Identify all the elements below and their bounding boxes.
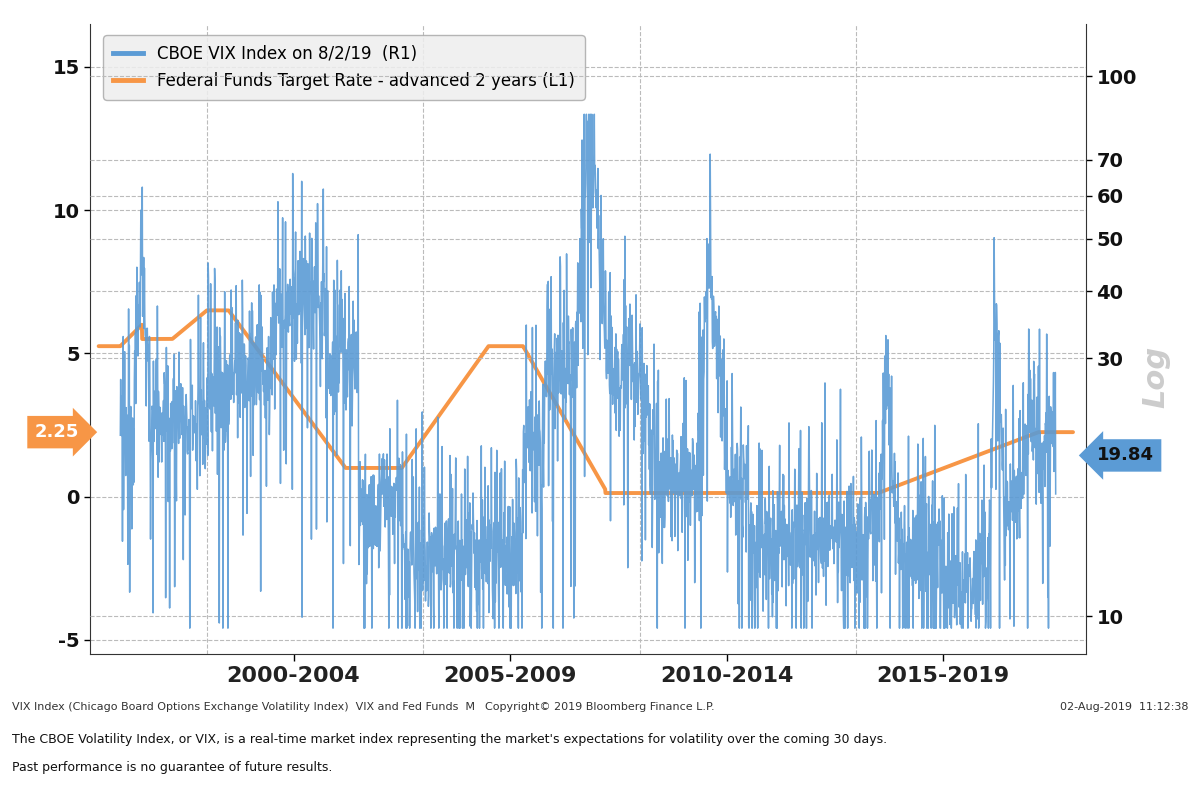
Text: Past performance is no guarantee of future results.: Past performance is no guarantee of futu…: [12, 761, 332, 774]
Text: The CBOE Volatility Index, or VIX, is a real-time market index representing the : The CBOE Volatility Index, or VIX, is a …: [12, 733, 887, 745]
Text: 2.25: 2.25: [35, 423, 79, 441]
Legend: CBOE VIX Index on 8/2/19  (R1), Federal Funds Target Rate - advanced 2 years (L1: CBOE VIX Index on 8/2/19 (R1), Federal F…: [103, 35, 584, 100]
Text: Copyright© 2019 Bloomberg Finance L.P.: Copyright© 2019 Bloomberg Finance L.P.: [485, 702, 715, 712]
Text: 02-Aug-2019  11:12:38: 02-Aug-2019 11:12:38: [1060, 702, 1188, 712]
Text: Log: Log: [1141, 346, 1170, 408]
Text: 19.84: 19.84: [1097, 446, 1154, 465]
Text: VIX Index (Chicago Board Options Exchange Volatility Index)  VIX and Fed Funds  : VIX Index (Chicago Board Options Exchang…: [12, 702, 475, 712]
